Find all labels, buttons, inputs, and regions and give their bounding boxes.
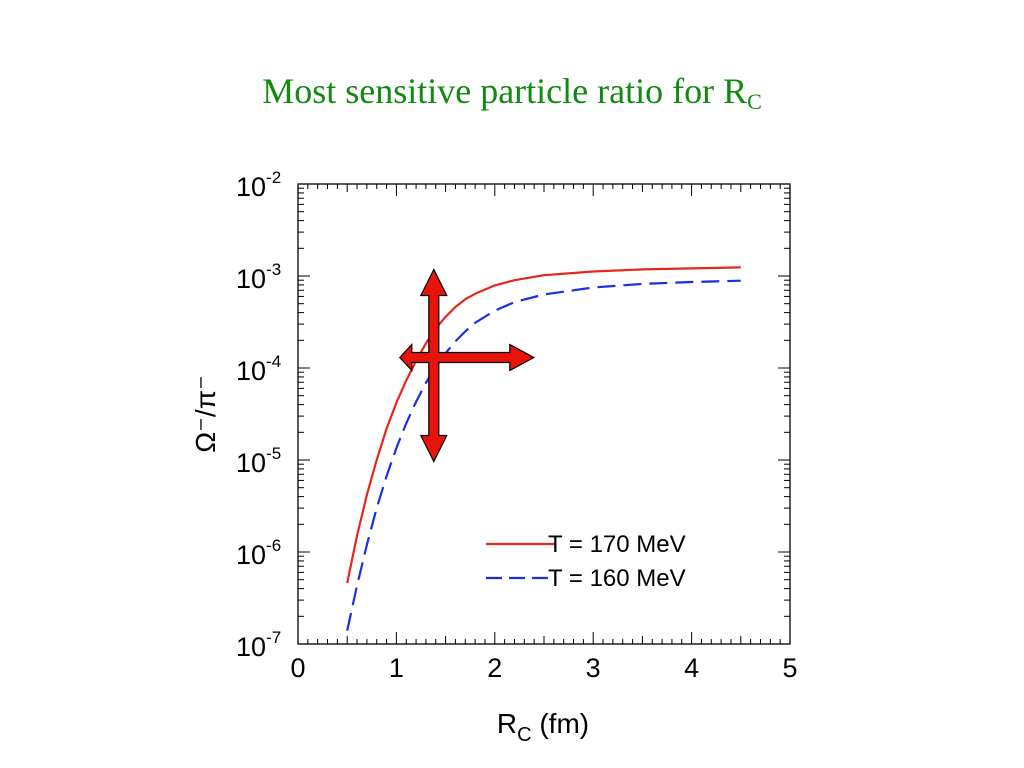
slide-title: Most sensitive particle ratio for RC	[0, 70, 1024, 115]
y-tick-base: 10	[236, 172, 266, 202]
series-line-1	[346, 266, 741, 584]
x-axis-title-part: (fm)	[532, 708, 590, 739]
y-tick-exponent: -7	[266, 628, 281, 647]
y-tick-exponent: -6	[266, 536, 281, 555]
y-axis-title: Ω⁻/π⁻	[190, 375, 221, 453]
x-axis-title-part: R	[497, 708, 517, 739]
x-tick-label: 4	[684, 653, 699, 683]
x-tick-label: 1	[389, 653, 404, 683]
cross-arrow-annotation	[398, 268, 536, 463]
slide-title-subscript: C	[747, 89, 762, 114]
x-tick-label: 2	[487, 653, 502, 683]
y-tick-label: 10-2	[236, 168, 281, 202]
y-tick-base: 10	[236, 356, 266, 386]
y-tick-base: 10	[236, 540, 266, 570]
slide-title-text: Most sensitive particle ratio for R	[262, 71, 748, 111]
x-tick-label: 3	[586, 653, 601, 683]
y-tick-exponent: -2	[266, 168, 281, 187]
y-tick-label: 10-5	[236, 444, 281, 478]
labels-layer: 0 1 2 3 4 510-710-610-510-410-310-2RC (fm)Ω⁻/…	[190, 168, 798, 746]
legend-label-1: T = 170 MeV	[548, 531, 686, 558]
x-tick-label: 0	[290, 653, 305, 683]
x-tick-label: 5	[782, 653, 797, 683]
plot-frame	[297, 183, 791, 645]
y-tick-label: 10-3	[236, 260, 281, 294]
y-tick-label: 10-7	[236, 628, 281, 662]
annotation-layer	[398, 268, 536, 463]
y-tick-exponent: -3	[266, 260, 281, 279]
y-tick-label: 10-4	[236, 352, 281, 386]
y-tick-base: 10	[236, 448, 266, 478]
y-tick-exponent: -4	[266, 352, 281, 371]
x-axis-title: RC (fm)	[497, 708, 589, 746]
ticks-layer	[297, 183, 791, 645]
legend-layer: T = 170 MeV T = 160 MeV	[486, 531, 686, 592]
frame-layer	[297, 183, 791, 645]
x-axis-title-part: C	[517, 724, 531, 746]
legend-label-2: T = 160 MeV	[548, 565, 686, 592]
y-tick-base: 10	[236, 264, 266, 294]
y-tick-base: 10	[236, 632, 266, 662]
y-tick-label: 10-6	[236, 536, 281, 570]
y-tick-exponent: -5	[266, 444, 281, 463]
